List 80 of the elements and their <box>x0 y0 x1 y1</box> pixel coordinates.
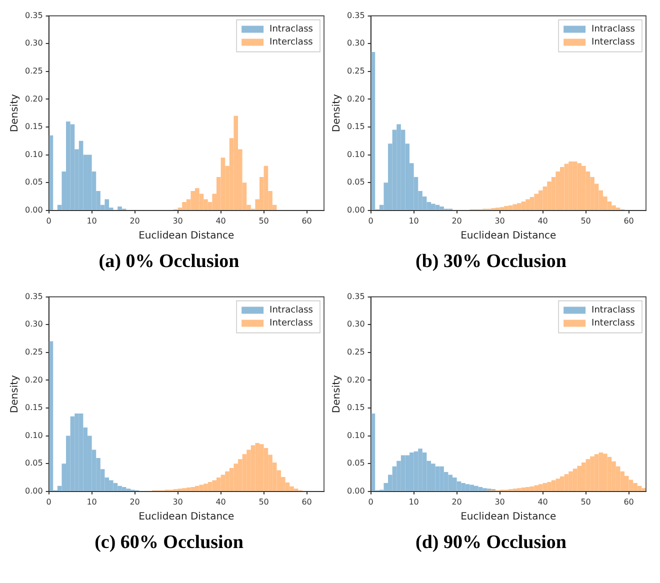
x-tick-label: 50 <box>580 497 591 506</box>
x-tick-label: 30 <box>494 497 505 506</box>
x-tick-label: 50 <box>580 216 591 226</box>
y-tick-label: 0.25 <box>347 66 365 76</box>
x-tick-label: 0 <box>368 216 374 226</box>
y-tick-label: 0.15 <box>347 403 365 412</box>
y-tick-label: 0.30 <box>347 38 365 48</box>
x-tick-label: 0 <box>368 497 374 506</box>
x-tick-label: 10 <box>408 216 419 226</box>
legend-label: Interclass <box>592 318 636 329</box>
y-tick-label: 0.05 <box>347 178 365 187</box>
x-tick-label: 40 <box>216 497 226 506</box>
y-tick-label: 0.10 <box>347 430 365 440</box>
y-tick-label: 0.05 <box>25 458 43 468</box>
text: (c) 60% Occlusion <box>94 532 244 554</box>
y-tick-label: 0.25 <box>25 347 43 356</box>
x-axis-title: Euclidean Distance <box>138 512 234 523</box>
y-tick-label: 0.00 <box>25 205 43 214</box>
y-tick-label: 0.10 <box>25 150 43 159</box>
x-tick-label: 20 <box>452 497 462 506</box>
x-axis-title: Euclidean Distance <box>460 512 556 523</box>
x-tick-label: 50 <box>258 216 269 226</box>
y-tick-label: 0.20 <box>25 94 43 104</box>
x-tick-label: 60 <box>302 216 312 226</box>
y-tick-label: 0.25 <box>347 347 365 356</box>
y-tick-label: 0.20 <box>347 375 365 384</box>
x-tick-label: 20 <box>452 216 462 226</box>
x-tick-label: 20 <box>130 216 140 226</box>
x-tick-label: 50 <box>258 497 269 506</box>
y-axis-title: Density <box>10 94 21 132</box>
y-tick-label: 0.10 <box>347 150 365 159</box>
x-tick-label: 0 <box>46 497 52 506</box>
y-tick-label: 0.00 <box>347 486 365 496</box>
x-axis-title: Euclidean Distance <box>460 230 556 242</box>
legend-label: Interclass <box>270 318 314 329</box>
y-tick-label: 0.25 <box>25 66 43 76</box>
y-tick-label: 0.20 <box>25 375 43 384</box>
y-tick-label: 0.20 <box>347 94 365 104</box>
legend-label: Interclass <box>270 38 314 48</box>
x-tick-label: 60 <box>624 497 634 506</box>
x-tick-label: 0 <box>46 216 52 226</box>
y-tick-label: 0.30 <box>25 38 43 48</box>
x-tick-label: 30 <box>172 216 183 226</box>
x-tick-label: 10 <box>86 497 97 506</box>
y-tick-label: 0.35 <box>347 10 365 20</box>
x-axis-title: Euclidean Distance <box>138 230 234 242</box>
text: (b) 30% Occlusion <box>416 251 566 273</box>
y-tick-label: 0.05 <box>347 458 365 468</box>
x-tick-label: 60 <box>302 497 312 506</box>
x-tick-label: 20 <box>130 497 140 506</box>
y-tick-label: 0.00 <box>25 486 43 496</box>
x-tick-label: 40 <box>216 216 226 226</box>
y-axis-title: Density <box>10 375 21 414</box>
y-axis-title: Density <box>332 375 343 414</box>
x-tick-label: 40 <box>538 216 548 226</box>
legend-label: Intraclass <box>592 306 636 316</box>
y-tick-label: 0.30 <box>25 320 43 329</box>
x-tick-label: 10 <box>408 497 419 506</box>
legend-label: Interclass <box>592 38 636 48</box>
x-tick-label: 30 <box>172 497 183 506</box>
x-tick-label: 10 <box>86 216 97 226</box>
legend-label: Intraclass <box>270 24 314 35</box>
y-tick-label: 0.15 <box>25 403 43 412</box>
x-tick-label: 60 <box>624 216 634 226</box>
text: (a) 0% Occlusion <box>98 251 240 273</box>
y-tick-label: 0.30 <box>347 320 365 329</box>
x-tick-label: 40 <box>538 497 548 506</box>
y-tick-label: 0.35 <box>25 292 43 301</box>
y-tick-label: 0.15 <box>347 122 365 132</box>
y-tick-label: 0.35 <box>25 10 43 20</box>
legend-label: Intraclass <box>270 306 314 316</box>
text: (d) 90% Occlusion <box>416 532 566 554</box>
y-tick-label: 0.15 <box>25 122 43 132</box>
x-tick-label: 30 <box>494 216 505 226</box>
y-tick-label: 0.35 <box>347 292 365 301</box>
y-axis-title: Density <box>332 94 343 132</box>
legend-label: Intraclass <box>592 24 636 35</box>
y-tick-label: 0.05 <box>25 178 43 187</box>
y-tick-label: 0.10 <box>25 430 43 440</box>
y-tick-label: 0.00 <box>347 205 365 214</box>
